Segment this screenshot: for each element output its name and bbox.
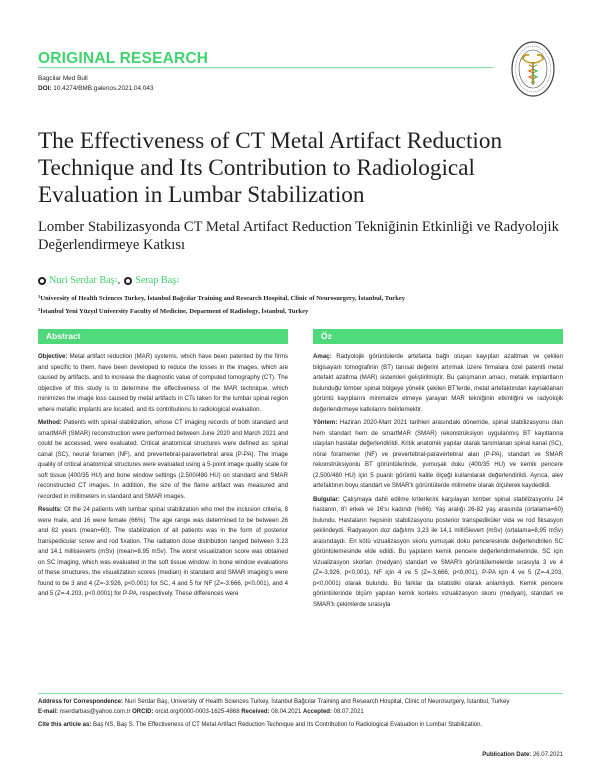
- author-name: Serap Baş: [135, 275, 177, 286]
- oz-bulgular: Bulgular: Çalışmaya dahil edilme kriterl…: [313, 495, 563, 611]
- section-label-results: Results:: [38, 506, 63, 513]
- section-text: Of the 24 patients with lumbar spinal st…: [38, 506, 288, 597]
- author-affiliation-sup: 1: [114, 277, 118, 284]
- email-label: E-mail:: [38, 709, 59, 715]
- journal-name: Bagcilar Med Bull: [38, 75, 88, 82]
- section-label-yontem: Yöntem:: [313, 419, 338, 426]
- abstract-heading: Abstract: [38, 329, 288, 344]
- doi-label: DOI:: [38, 85, 52, 92]
- author-affiliation-sup: 2: [176, 277, 180, 284]
- correspondence: Address for Correspondence: Nuri Serdar …: [38, 697, 563, 707]
- section-text: Çalışmaya dahil edilme kriterlerini karş…: [313, 495, 563, 608]
- orcid-icon[interactable]: [124, 276, 133, 285]
- correspondence-label: Address for Correspondence:: [38, 699, 124, 705]
- oz-amac: Amaç: Radyolojik görüntülerde artefakta …: [313, 352, 563, 415]
- section-text: Haziran 2020-Mart 2021 tarihleri arasınd…: [313, 419, 563, 489]
- received-label: Received:: [241, 709, 270, 715]
- abstract-method: Method: Patients with spinal stabilizati…: [38, 418, 288, 502]
- accepted-label: Accepted:: [302, 709, 332, 715]
- correspondence-text: Nuri Serdar Baş, University of Health Sc…: [123, 699, 510, 705]
- email-link[interactable]: nserdarbas@yahoo.com.tr: [58, 709, 133, 715]
- affiliation-sup: 2: [38, 306, 41, 312]
- pubdate-label: Publication Date:: [482, 752, 532, 758]
- affiliation-item: 1University of Health Sciences Turkey, İ…: [38, 292, 405, 305]
- abstract-results: Results: Of the 24 patients with lumbar …: [38, 505, 288, 600]
- footer-divider: [38, 693, 563, 694]
- oz-column: Amaç: Radyolojik görüntülerde artefakta …: [313, 352, 563, 674]
- footer: Address for Correspondence: Nuri Serdar …: [38, 697, 563, 730]
- doi-value[interactable]: 10.4274/BMB.galenos.2021.04.043: [51, 85, 154, 92]
- journal-meta: Bagcilar Med Bull DOI: 10.4274/BMB.galen…: [38, 74, 153, 94]
- cite-label: Cite this article as:: [38, 722, 92, 728]
- affiliations: 1University of Health Sciences Turkey, İ…: [38, 292, 405, 317]
- section-label-amac: Amaç:: [313, 353, 332, 360]
- author-name: Nuri Serdar Baş: [49, 275, 115, 286]
- section-label-objective: Objective:: [38, 353, 68, 360]
- section-text: Patients with spinal stabilization, whos…: [38, 419, 288, 500]
- citation: Cite this article as: Baş NS, Baş S. The…: [38, 720, 563, 730]
- affiliation-text: İstanbul Yeni Yüzyıl University Faculty …: [40, 307, 309, 315]
- caduceus-seal-icon: [510, 40, 556, 98]
- article-title: The Effectiveness of CT Metal Artifact R…: [38, 128, 503, 208]
- pubdate-value: 26.07.2021: [531, 752, 563, 758]
- section-label: ORIGINAL RESEARCH: [38, 50, 209, 67]
- orcid-icon[interactable]: [38, 276, 46, 285]
- section-label-bulgular: Bulgular:: [313, 495, 340, 503]
- orcid-label: ORCID:: [132, 709, 154, 715]
- oz-yontem: Yöntem: Haziran 2020-Mart 2021 tarihleri…: [313, 418, 563, 492]
- contact-line: E-mail: nserdarbas@yahoo.com.tr ORCID: o…: [38, 707, 563, 717]
- header-divider: [38, 67, 493, 68]
- doi-line: DOI: 10.4274/BMB.galenos.2021.04.043: [38, 84, 153, 94]
- author-list: Nuri Serdar Baş 1, Serap Baş 2: [38, 275, 179, 286]
- author-separator: ,: [117, 275, 121, 286]
- publication-date: Publication Date: 26.07.2021: [482, 752, 563, 758]
- section-text: Metal artifact reduction (MAR) systems, …: [38, 353, 288, 413]
- orcid-link[interactable]: orcid.org/0000-0003-1625-4868: [153, 709, 242, 715]
- section-label-method: Method:: [38, 419, 62, 426]
- affiliation-sup: 1: [38, 294, 41, 299]
- oz-heading: Öz: [313, 329, 563, 344]
- section-text: Radyolojik görüntülerde artefakta bağlı …: [313, 353, 563, 413]
- received-date: 08.04.2021: [269, 709, 303, 715]
- article-subtitle-turkish: Lomber Stabilizasyonda CT Metal Artifact…: [38, 219, 559, 253]
- affiliation-text: University of Health Sciences Turkey, İs…: [40, 295, 406, 302]
- accepted-date: 08.07.2021: [331, 709, 364, 715]
- cite-text: Baş NS, Baş S. The Effectiveness of CT M…: [91, 722, 483, 728]
- abstract-objective: Objective: Metal artifact reduction (MAR…: [38, 352, 288, 415]
- affiliation-item: 2İstanbul Yeni Yüzyıl University Faculty…: [38, 305, 405, 318]
- abstract-column: Objective: Metal artifact reduction (MAR…: [38, 352, 288, 674]
